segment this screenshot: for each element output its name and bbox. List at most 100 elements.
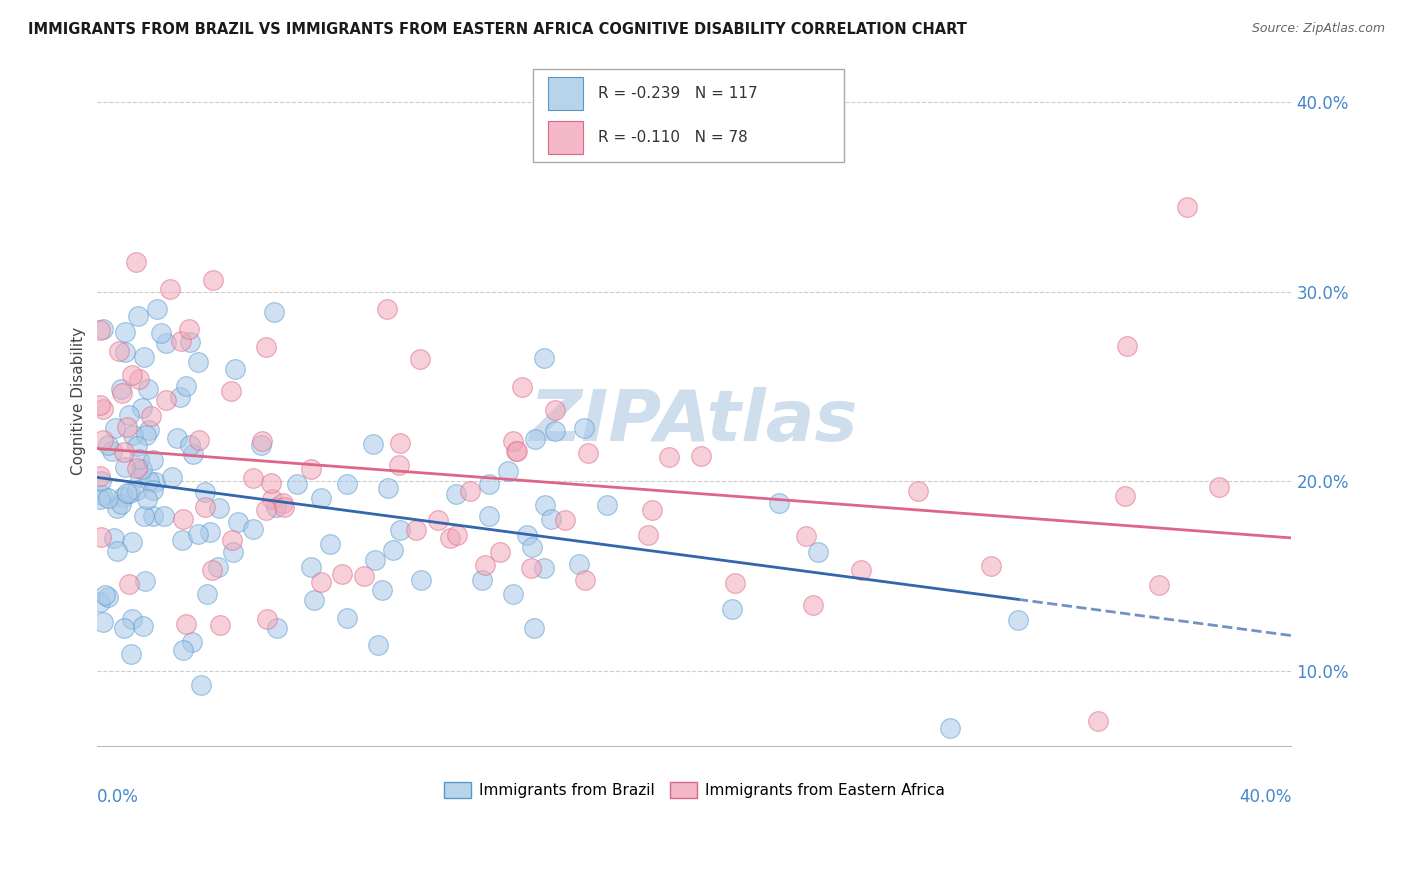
Point — [444, 487, 467, 501]
Point — [162, 469, 184, 483]
Point — [172, 642, 194, 657]
Point — [1116, 339, 1139, 353]
Point — [187, 527, 209, 541]
Point — [271, 496, 294, 510]
Text: 40.0%: 40.0% — [1239, 788, 1292, 805]
Point — [242, 522, 264, 536]
Point — [179, 334, 201, 349]
Point — [115, 486, 138, 500]
Point — [285, 476, 308, 491]
Point — [141, 409, 163, 423]
Point — [408, 352, 430, 367]
Point — [266, 621, 288, 635]
Point — [299, 462, 322, 476]
Point — [136, 491, 159, 506]
Point — [242, 471, 264, 485]
Point — [104, 421, 127, 435]
Point — [1007, 613, 1029, 627]
Point — [502, 434, 524, 448]
Point — [134, 508, 156, 523]
Point — [371, 582, 394, 597]
Point — [533, 351, 555, 366]
Point — [907, 483, 929, 498]
Point — [127, 461, 149, 475]
Point — [190, 678, 212, 692]
Point — [91, 488, 114, 502]
Point — [124, 254, 146, 268]
Point — [127, 483, 149, 498]
Point — [136, 382, 159, 396]
Point — [194, 500, 217, 514]
Point — [523, 621, 546, 635]
Point — [224, 361, 246, 376]
Point — [169, 390, 191, 404]
Point — [138, 474, 160, 488]
Point — [142, 453, 165, 467]
Point — [105, 501, 128, 516]
Point — [108, 344, 131, 359]
Point — [103, 531, 125, 545]
Point — [97, 591, 120, 605]
Point — [409, 573, 432, 587]
Point — [221, 533, 243, 547]
Point — [118, 486, 141, 500]
Point — [91, 615, 114, 630]
Point — [768, 496, 790, 510]
Point — [1114, 490, 1136, 504]
Point — [520, 540, 543, 554]
Point — [142, 509, 165, 524]
Point — [1175, 200, 1198, 214]
Point — [97, 438, 120, 452]
Point — [543, 425, 565, 439]
Point — [637, 528, 659, 542]
Point — [309, 491, 332, 506]
Point — [377, 481, 399, 495]
Point — [127, 439, 149, 453]
Point — [91, 322, 114, 336]
Point — [574, 421, 596, 435]
Point — [471, 574, 494, 588]
Point — [980, 559, 1002, 574]
Point — [90, 530, 112, 544]
Point — [110, 382, 132, 396]
Point — [132, 351, 155, 365]
Legend: Immigrants from Brazil, Immigrants from Eastern Africa: Immigrants from Brazil, Immigrants from … — [437, 776, 950, 805]
Point — [568, 557, 591, 571]
Point — [405, 523, 427, 537]
Point — [112, 445, 135, 459]
Point — [336, 477, 359, 491]
Point — [118, 577, 141, 591]
Point — [794, 529, 817, 543]
Point — [690, 450, 713, 464]
Point — [256, 611, 278, 625]
Point — [641, 503, 664, 517]
Point — [181, 447, 204, 461]
Point — [574, 574, 596, 588]
Point — [118, 408, 141, 422]
Point — [172, 533, 194, 548]
Point — [134, 574, 156, 588]
Point — [939, 722, 962, 736]
Point — [488, 545, 510, 559]
Point — [89, 469, 111, 483]
Point — [129, 469, 152, 483]
Text: R = -0.110   N = 78: R = -0.110 N = 78 — [598, 130, 748, 145]
Point — [187, 354, 209, 368]
Point — [128, 372, 150, 386]
Bar — [547, 120, 583, 154]
Point — [222, 545, 245, 559]
Point — [200, 524, 222, 539]
Point — [128, 452, 150, 467]
Point — [89, 398, 111, 412]
Point — [195, 587, 218, 601]
Point — [179, 438, 201, 452]
Point — [801, 598, 824, 612]
Point — [110, 497, 132, 511]
Point — [458, 483, 481, 498]
Point — [112, 621, 135, 635]
Point — [474, 558, 496, 573]
Point — [309, 575, 332, 590]
Point — [121, 535, 143, 549]
Point — [93, 588, 115, 602]
Point — [219, 384, 242, 398]
